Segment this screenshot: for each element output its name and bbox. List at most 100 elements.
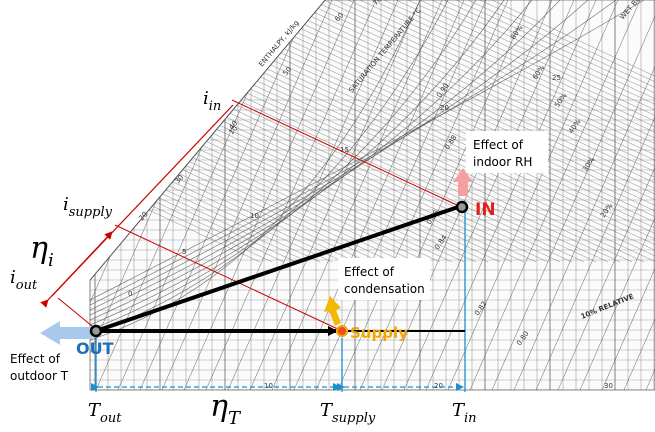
annotation-condensation: Effect of condensation: [338, 258, 430, 300]
outdoor-t-line-1: Effect of: [10, 352, 61, 366]
wet-bulb-gridline: [491, 0, 655, 390]
i-supply-label: isupply: [63, 194, 113, 220]
wet-bulb-gridline: [183, 0, 355, 390]
enthalpy-gridline: [359, 0, 655, 263]
enthalpy-gridline: [383, 0, 655, 263]
enthalpy-gridline: [90, 0, 285, 263]
wet-bulb-gridline: [535, 0, 655, 390]
wet-bulb-gridline: [205, 0, 377, 390]
eta-i-label: ηi: [30, 231, 54, 271]
supply-point: [336, 325, 348, 337]
enthalpy-gridline: [479, 0, 655, 263]
enthalpy-tick: 30: [173, 173, 185, 185]
enthalpy-gridline: [90, 0, 297, 263]
condensation-line-2: condensation: [344, 282, 425, 296]
relative-humidity-curve: [90, 0, 617, 306]
enthalpy-gridline: [419, 0, 655, 263]
relative-humidity-curve: [90, 0, 561, 316]
wet-bulb-gridline: [601, 0, 655, 390]
annotation-indoor-rh: Effect of indoor RH: [466, 131, 548, 173]
enthalpy-tick: 15: [340, 146, 349, 154]
outdoor-t-arrow: [40, 321, 93, 345]
enthalpy-tick: 20: [440, 104, 449, 112]
enthalpy-gridline: [395, 0, 655, 263]
condensation-line-1: Effect of: [344, 265, 395, 279]
out-point: [89, 324, 103, 338]
t-out-label: Tout: [88, 400, 122, 426]
relative-humidity-curve: [90, 0, 477, 331]
relative-humidity-curve: [90, 0, 449, 336]
eta-i-dimension-line: [40, 231, 113, 308]
enthalpy-gridline: [287, 0, 655, 263]
effect-arrows: [40, 168, 473, 345]
outdoor-t-line-2: outdoor T: [10, 369, 69, 383]
enthalpy-gridline: [299, 0, 655, 263]
temperature-construction: [91, 207, 466, 392]
wet-bulb-gridline: [623, 0, 655, 390]
i-out-label: iout: [10, 267, 38, 293]
indoor-rh-line-2: indoor RH: [473, 155, 532, 169]
wet-bulb-gridline: [513, 0, 655, 390]
indoor-rh-line-1: Effect of: [473, 138, 524, 152]
i-supply-line: [114, 224, 343, 332]
enthalpy-gridline: [90, 0, 513, 263]
enthalpy-gridline: [491, 0, 655, 263]
wet-bulb-gridline: [293, 0, 465, 390]
enthalpy-gridline: [455, 0, 655, 263]
out-label: OUT: [76, 339, 114, 358]
state-points: [89, 200, 469, 338]
enthalpy-gridline: [90, 0, 537, 263]
wet-bulb-gridline: [447, 0, 619, 390]
enthalpy-gridline: [90, 0, 345, 263]
wet-bulb-gridline: [425, 0, 597, 390]
i-in-label: iin: [203, 88, 221, 114]
enthalpy-gridline: [467, 0, 655, 263]
annotation-outdoor-t: Effect of outdoor T: [10, 352, 69, 383]
enthalpy-tick: 25: [552, 74, 561, 82]
relative-humidity-curve: [90, 0, 589, 311]
in-point: [455, 200, 469, 214]
dry-bulb-tick: 10: [264, 382, 273, 390]
enthalpy-gridline: [90, 0, 501, 263]
wet-bulb-gridline: [271, 0, 443, 390]
enthalpy-gridline: [407, 0, 655, 263]
wet-bulb-gridline: [359, 0, 531, 390]
enthalpy-gridline: [335, 0, 655, 263]
wet-bulb-gridline: [139, 0, 311, 390]
in-label: IN: [475, 200, 496, 220]
wet-bulb-gridline: [337, 0, 509, 390]
wet-bulb-gridline: [403, 0, 575, 390]
enthalpy-gridline: [90, 0, 333, 263]
i-in-line: [231, 99, 462, 208]
eta-t-label: ηT: [210, 389, 242, 429]
enthalpy-tick: 60: [333, 11, 345, 23]
enthalpy-gridline: [431, 0, 655, 263]
wet-bulb-gridline: [469, 0, 641, 390]
enthalpy-tick: 5: [182, 248, 186, 256]
enthalpy-gridline: [90, 0, 261, 263]
enthalpy-tick: 10: [227, 124, 239, 136]
enthalpy-tick: 70: [371, 0, 383, 7]
wet-bulb-gridline: [249, 0, 421, 390]
enthalpy-gridline: [443, 0, 655, 263]
enthalpy-tick: 10: [250, 212, 259, 220]
wet-bulb-gridline: [579, 0, 655, 390]
process-lines: [95, 204, 465, 336]
condensation-arrow: [324, 296, 341, 326]
enthalpy-construction: [40, 99, 462, 332]
enthalpy-gridline: [347, 0, 655, 263]
wet-bulb-gridline: [227, 0, 399, 390]
relative-humidity-curve: [90, 0, 645, 301]
relative-humidity-curve: [90, 0, 421, 341]
enthalpy-tick: 50: [281, 65, 293, 77]
enthalpy-tick: 40: [227, 119, 239, 131]
wet-bulb-gridline: [557, 0, 655, 390]
saturation-curve: [90, 0, 326, 281]
t-in-label: Tin: [452, 400, 477, 426]
dry-bulb-tick: 20: [434, 382, 443, 390]
supply-label: Supply: [350, 324, 408, 342]
t-supply-label: Tsupply: [320, 400, 376, 426]
enthalpy-gridline: [90, 0, 273, 263]
wet-bulb-gridline: [315, 0, 487, 390]
